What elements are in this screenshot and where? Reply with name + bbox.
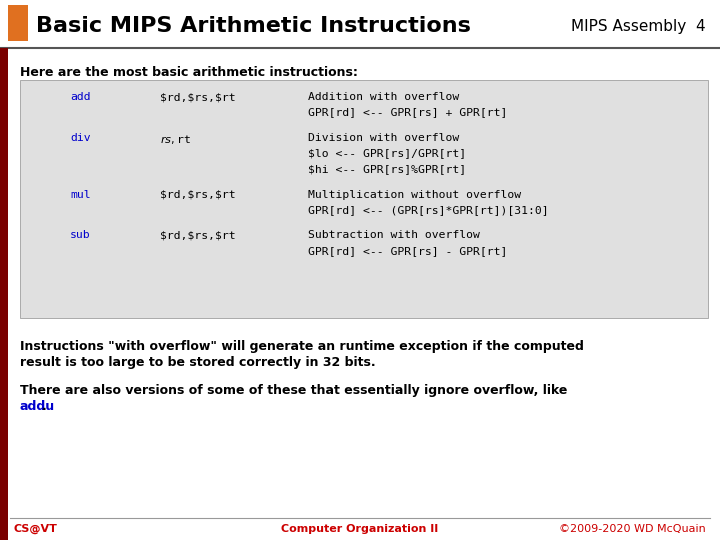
Text: .: .	[42, 400, 47, 413]
Text: Computer Organization II: Computer Organization II	[282, 524, 438, 534]
Text: $rd,$rs,$rt: $rd,$rs,$rt	[160, 190, 235, 199]
Text: GPR[rd] <-- GPR[rs] + GPR[rt]: GPR[rd] <-- GPR[rs] + GPR[rt]	[308, 107, 508, 118]
Text: GPR[rd] <-- GPR[rs] - GPR[rt]: GPR[rd] <-- GPR[rs] - GPR[rt]	[308, 246, 508, 256]
Text: Here are the most basic arithmetic instructions:: Here are the most basic arithmetic instr…	[20, 66, 358, 79]
Bar	[8, 5, 28, 41]
Text: Multiplication without overflow: Multiplication without overflow	[308, 190, 521, 199]
Text: mul: mul	[70, 190, 91, 199]
Text: Instructions "with overflow" will generate an runtime exception if the computed: Instructions "with overflow" will genera…	[20, 340, 584, 353]
Text: MIPS Assembly  4: MIPS Assembly 4	[572, 18, 706, 33]
Text: div: div	[70, 133, 91, 143]
Text: Division with overflow: Division with overflow	[308, 133, 459, 143]
Text: add: add	[70, 92, 91, 102]
Text: result is too large to be stored correctly in 32 bits.: result is too large to be stored correct…	[20, 356, 376, 369]
Text: Addition with overflow: Addition with overflow	[308, 92, 459, 102]
Text: Basic MIPS Arithmetic Instructions: Basic MIPS Arithmetic Instructions	[36, 16, 471, 36]
Text: There are also versions of some of these that essentially ignore overflow, like: There are also versions of some of these…	[20, 384, 567, 397]
Text: $rd,$rs,$rt: $rd,$rs,$rt	[160, 92, 235, 102]
Bar	[0, 48, 8, 540]
Text: CS@VT: CS@VT	[14, 524, 58, 534]
Text: Subtraction with overflow: Subtraction with overflow	[308, 231, 480, 240]
Text: ©2009-2020 WD McQuain: ©2009-2020 WD McQuain	[559, 524, 706, 534]
Text: $rs,$rt: $rs,$rt	[160, 133, 191, 146]
Bar	[20, 80, 708, 318]
Text: $lo <-- GPR[rs]/GPR[rt]: $lo <-- GPR[rs]/GPR[rt]	[308, 148, 466, 159]
Text: $hi <-- GPR[rs]%GPR[rt]: $hi <-- GPR[rs]%GPR[rt]	[308, 164, 466, 174]
Text: addu: addu	[20, 400, 55, 413]
Text: GPR[rd] <-- (GPR[rs]*GPR[rt])[31:0]: GPR[rd] <-- (GPR[rs]*GPR[rt])[31:0]	[308, 205, 549, 215]
Text: sub: sub	[70, 231, 91, 240]
Text: $rd,$rs,$rt: $rd,$rs,$rt	[160, 231, 235, 240]
